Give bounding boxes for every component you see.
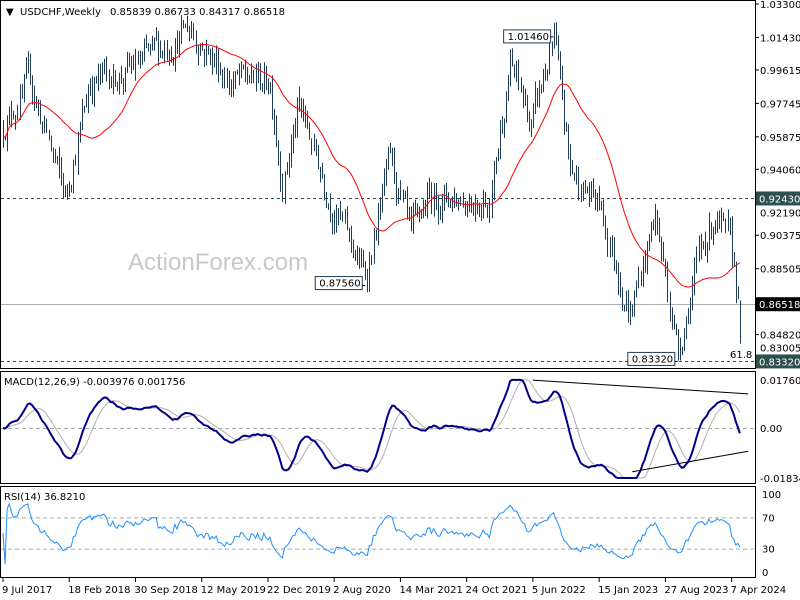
date-tick-label: 2 Aug 2020 (333, 585, 391, 596)
macd-tick-label: -0.01834 (760, 474, 800, 485)
price-annotation-label: 1.01460 (508, 32, 549, 43)
macd-title: MACD(12,26,9) -0.003976 0.001756 (4, 377, 185, 388)
price-tick-label: 0.95875 (760, 133, 800, 144)
price-level-box (756, 354, 800, 369)
collapse-arrow-icon[interactable]: ▼ (6, 7, 14, 18)
price-tick-label: 1.01430 (760, 33, 800, 44)
rsi-panel (0, 486, 756, 578)
ohlc-values: 0.85839 0.86733 0.84317 0.86518 (110, 7, 285, 18)
price-annotation-box (314, 276, 363, 291)
symbol-title: USDCHF,Weekly (20, 7, 101, 18)
date-tick-label: 12 May 2019 (201, 585, 266, 596)
date-tick-label: 18 Feb 2018 (68, 585, 130, 596)
macd-panel (0, 371, 756, 484)
macd-line (2, 378, 741, 479)
date-tick-label: 7 Apr 2024 (731, 585, 786, 596)
price-tick-label: 0.90375 (760, 231, 800, 242)
date-tick-label: 27 Aug 2023 (664, 585, 728, 596)
date-tick-label: 30 Sep 2018 (134, 585, 197, 596)
macd-signal-line (2, 379, 741, 479)
date-tick-label: 15 Jan 2023 (598, 585, 658, 596)
price-annotation-label: 0.87560 (319, 279, 360, 290)
macd-trendline (632, 450, 749, 473)
watermark: ActionForex.com (128, 249, 308, 276)
price-tick-label: 0.92190 (760, 208, 800, 219)
rsi-tick-label: 100 (762, 490, 781, 501)
price-level-box (756, 191, 800, 206)
rsi-tick-label: 70 (762, 513, 775, 524)
fib-level-label: 61.8 (730, 350, 752, 361)
price-level-label: 0.92430 (759, 194, 800, 205)
price-annotation-box (627, 351, 676, 366)
date-tick-label: 24 Oct 2021 (466, 585, 528, 596)
macd-tick-label: 0.00 (760, 424, 782, 435)
price-tick-label: 0.84820 (760, 331, 800, 342)
price-panel (0, 0, 756, 369)
date-tick-label: 22 Dec 2019 (267, 585, 331, 596)
price-annotation-label: 0.83320 (632, 354, 673, 365)
date-tick-label: 5 Jun 2022 (532, 585, 586, 596)
macd-tick-label: 0.017603 (760, 376, 800, 387)
date-tick-label: 14 Mar 2021 (399, 585, 462, 596)
price-level-label: 0.83320 (759, 357, 800, 368)
price-tick-label: 0.94060 (760, 165, 800, 176)
price-tick-label: 0.88505 (760, 265, 800, 276)
macd-trendline (532, 379, 749, 395)
moving-average-line (2, 43, 741, 288)
date-tick-label: 9 Jul 2017 (2, 585, 52, 596)
price-tick-label: 0.99615 (760, 66, 800, 77)
rsi-tick-label: 30 (762, 545, 775, 556)
price-tick-label: 1.03300 (760, 0, 800, 11)
price-tick-label: 0.97745 (760, 99, 800, 110)
price-tick-label: 0.83005 (760, 343, 800, 354)
rsi-tick-label: 0 (762, 568, 768, 579)
price-level-label: 0.86518 (759, 300, 800, 311)
price-level-box (756, 297, 800, 312)
rsi-line (2, 502, 741, 565)
rsi-title: RSI(14) 36.8210 (4, 492, 85, 503)
